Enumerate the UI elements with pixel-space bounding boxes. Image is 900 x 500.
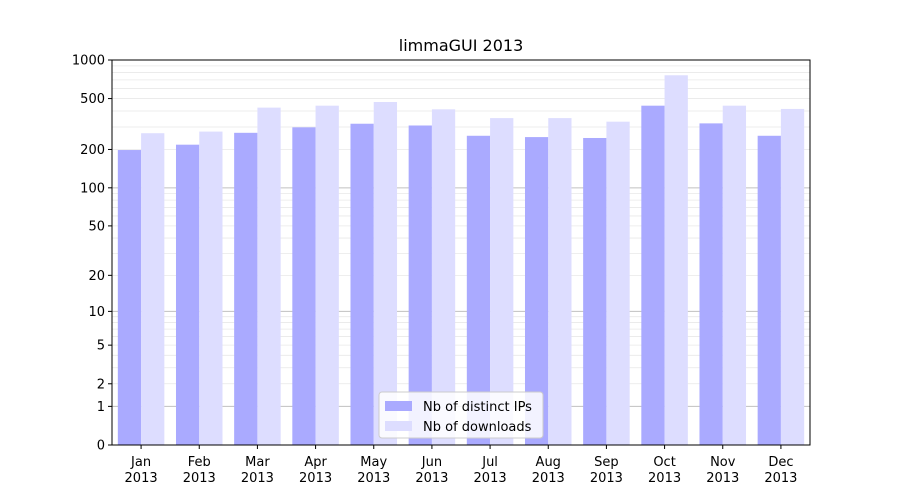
x-tick-year: 2013 <box>241 471 274 486</box>
x-tick-month: Jan <box>130 455 151 470</box>
bar <box>175 144 200 445</box>
x-tick-year: 2013 <box>706 471 739 486</box>
x-tick-label: Dec 2013 <box>764 455 797 486</box>
x-tick-month: Apr <box>304 455 327 470</box>
bar <box>408 125 432 445</box>
x-tick-label: May 2013 <box>357 455 390 486</box>
x-tick-label: Nov 2013 <box>706 455 739 486</box>
legend: Nb of distinct IPs Nb of downloads <box>378 391 544 439</box>
chart-title: limmaGUI 2013 <box>399 36 524 55</box>
x-tick-month: Jun <box>421 455 442 470</box>
x-tick-label: Oct 2013 <box>648 455 681 486</box>
y-tick-label: 200 <box>80 143 105 158</box>
x-tick-year: 2013 <box>299 471 332 486</box>
plot-area-frame <box>111 59 811 446</box>
legend-box <box>378 391 544 439</box>
x-tick-month: Nov <box>710 455 736 470</box>
bar <box>641 105 665 446</box>
bar <box>583 137 607 446</box>
bar <box>373 102 398 445</box>
x-tick-label: Jan 2013 <box>125 455 158 486</box>
legend-label: Nb of downloads <box>423 420 532 435</box>
bar <box>431 109 456 446</box>
bar <box>780 108 805 446</box>
bar <box>141 133 165 445</box>
x-tick-label: Feb 2013 <box>183 455 216 486</box>
x-tick-year: 2013 <box>590 471 623 486</box>
y-tick-label: 100 <box>80 181 105 196</box>
x-tick-month: Oct <box>653 455 675 470</box>
bar <box>699 123 723 445</box>
y-tick-label: 1000 <box>72 54 105 69</box>
bar <box>524 137 549 445</box>
x-tick-year: 2013 <box>357 471 390 486</box>
bar <box>606 121 630 446</box>
bar <box>548 118 572 445</box>
x-tick-label: Sep 2013 <box>590 455 623 486</box>
x-tick-year: 2013 <box>764 471 797 486</box>
bar <box>292 127 316 445</box>
x-tick-label: Aug 2013 <box>532 455 565 486</box>
x-tick-year: 2013 <box>183 471 216 486</box>
x-tick-label: Jun 2013 <box>415 455 448 486</box>
bar <box>315 105 339 446</box>
y-tick-label: 50 <box>88 219 105 234</box>
bar <box>490 118 514 445</box>
y-tick-label: 5 <box>97 339 105 354</box>
legend-label: Nb of distinct IPs <box>423 400 532 415</box>
bar <box>722 105 747 446</box>
x-tick-month: May <box>360 455 387 470</box>
x-tick-month: Jul <box>481 455 498 470</box>
x-tick-month: Sep <box>594 455 619 470</box>
bar <box>257 107 281 446</box>
x-tick-label: Apr 2013 <box>299 455 332 486</box>
bar <box>350 123 374 445</box>
bar <box>466 135 491 445</box>
x-tick-label: Mar 2013 <box>241 455 274 486</box>
x-tick-month: Mar <box>245 455 270 470</box>
x-tick-year: 2013 <box>648 471 681 486</box>
bar <box>664 75 688 446</box>
legend-swatch <box>385 401 412 411</box>
x-tick-year: 2013 <box>415 471 448 486</box>
y-axis: 0 1 2 5 10 20 50 100 200 500 1000 <box>72 54 112 454</box>
y-tick-label: 10 <box>88 305 105 320</box>
y-tick-label: 0 <box>97 439 105 454</box>
y-tick-label: 2 <box>97 377 105 392</box>
y-tick-label: 20 <box>88 269 105 284</box>
bars <box>117 75 805 446</box>
bar <box>234 132 258 445</box>
x-tick-month: Aug <box>536 455 561 470</box>
bar <box>199 131 223 445</box>
x-tick-year: 2013 <box>125 471 158 486</box>
legend-swatch <box>385 421 412 431</box>
x-tick-label: Jul 2013 <box>474 455 507 486</box>
y-tick-label: 1 <box>97 400 105 415</box>
x-tick-year: 2013 <box>474 471 507 486</box>
x-tick-year: 2013 <box>532 471 565 486</box>
x-tick-month: Feb <box>188 455 211 470</box>
bar <box>757 135 781 445</box>
y-tick-label: 500 <box>80 92 105 107</box>
bar <box>117 150 142 446</box>
x-tick-month: Dec <box>768 455 793 470</box>
